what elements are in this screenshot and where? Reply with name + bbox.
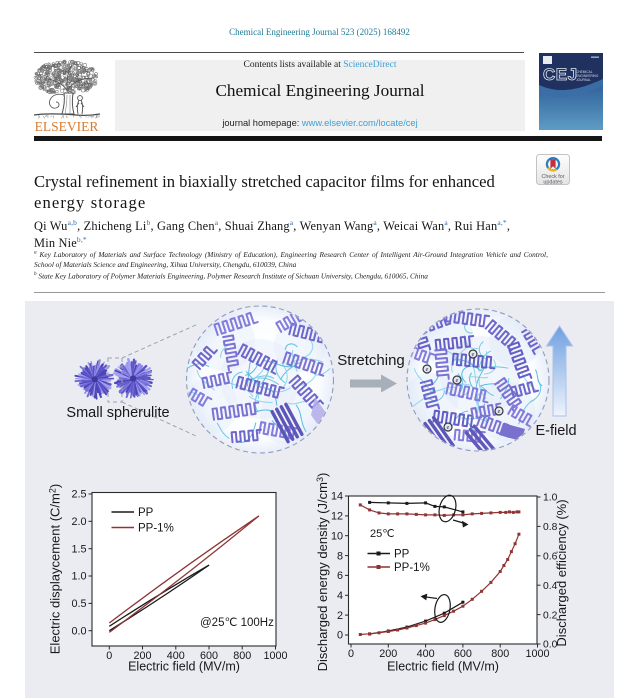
svg-text:Electric field (MV/m): Electric field (MV/m) xyxy=(387,660,499,674)
svg-text:ENGINEERING: ENGINEERING xyxy=(576,74,599,78)
svg-text:12: 12 xyxy=(331,511,343,523)
svg-text:@25℃ 100Hz: @25℃ 100Hz xyxy=(200,617,274,629)
svg-text:PP-1%: PP-1% xyxy=(394,562,430,574)
svg-text:400: 400 xyxy=(167,650,185,662)
svg-text:2.0: 2.0 xyxy=(71,516,86,528)
svg-text:200: 200 xyxy=(133,650,151,662)
svg-text:1000: 1000 xyxy=(525,648,549,660)
svg-text:CEJ: CEJ xyxy=(543,65,578,84)
svg-text:25℃: 25℃ xyxy=(370,528,395,540)
svg-text:0.0: 0.0 xyxy=(71,625,86,637)
svg-text:6: 6 xyxy=(337,570,343,582)
svg-text:8: 8 xyxy=(337,550,343,562)
svg-text:Discharged energy density (J/c: Discharged energy density (J/cm3) xyxy=(315,473,330,672)
svg-text:600: 600 xyxy=(454,648,472,660)
svg-text:Electric field (MV/m): Electric field (MV/m) xyxy=(128,660,240,674)
svg-text:0.6: 0.6 xyxy=(543,552,558,563)
svg-text:1.0: 1.0 xyxy=(543,493,558,504)
svg-text:E-field: E-field xyxy=(535,423,576,439)
svg-text:0.2: 0.2 xyxy=(543,610,558,621)
svg-text:10: 10 xyxy=(331,530,343,542)
svg-text:0: 0 xyxy=(337,630,343,642)
svg-text:Check for: Check for xyxy=(541,174,564,180)
svg-text:PP-1%: PP-1% xyxy=(138,523,174,535)
svg-text:400: 400 xyxy=(417,648,435,660)
svg-text:2.5: 2.5 xyxy=(71,489,86,501)
svg-text:600: 600 xyxy=(200,650,218,662)
svg-text:0: 0 xyxy=(348,648,354,660)
svg-text:14: 14 xyxy=(331,491,343,503)
svg-text:PP: PP xyxy=(138,507,154,519)
svg-text:800: 800 xyxy=(233,650,251,662)
svg-text:e: e xyxy=(447,425,450,431)
svg-text:e: e xyxy=(498,409,501,415)
svg-text:0.4: 0.4 xyxy=(543,581,558,592)
svg-text:e: e xyxy=(472,352,475,358)
svg-text:Discharged efficiency (%): Discharged efficiency (%) xyxy=(554,499,569,646)
svg-text:ELSEVIER: ELSEVIER xyxy=(35,119,99,134)
svg-text:e: e xyxy=(426,367,429,373)
svg-text:PP: PP xyxy=(394,549,410,561)
svg-text:updates: updates xyxy=(543,179,562,185)
svg-text:Electric displaycement (C/m2): Electric displaycement (C/m2) xyxy=(48,484,63,654)
svg-text:1.5: 1.5 xyxy=(71,543,86,555)
svg-text:JOURNAL: JOURNAL xyxy=(576,78,591,82)
svg-text:0: 0 xyxy=(106,650,112,662)
svg-text:0.0: 0.0 xyxy=(543,640,558,651)
svg-text:0.8: 0.8 xyxy=(543,522,558,533)
svg-text:0.5: 0.5 xyxy=(71,598,86,610)
svg-text:2: 2 xyxy=(337,610,343,622)
svg-text:4: 4 xyxy=(337,590,343,602)
svg-text:e: e xyxy=(456,378,459,384)
svg-text:Small spherulite: Small spherulite xyxy=(66,405,169,421)
svg-text:800: 800 xyxy=(491,648,509,660)
svg-text:200: 200 xyxy=(379,648,397,660)
svg-text:CHEMICAL: CHEMICAL xyxy=(576,70,593,74)
svg-text:1.0: 1.0 xyxy=(71,571,86,583)
svg-text:Stretching: Stretching xyxy=(337,352,405,369)
svg-text:1000: 1000 xyxy=(263,650,287,662)
